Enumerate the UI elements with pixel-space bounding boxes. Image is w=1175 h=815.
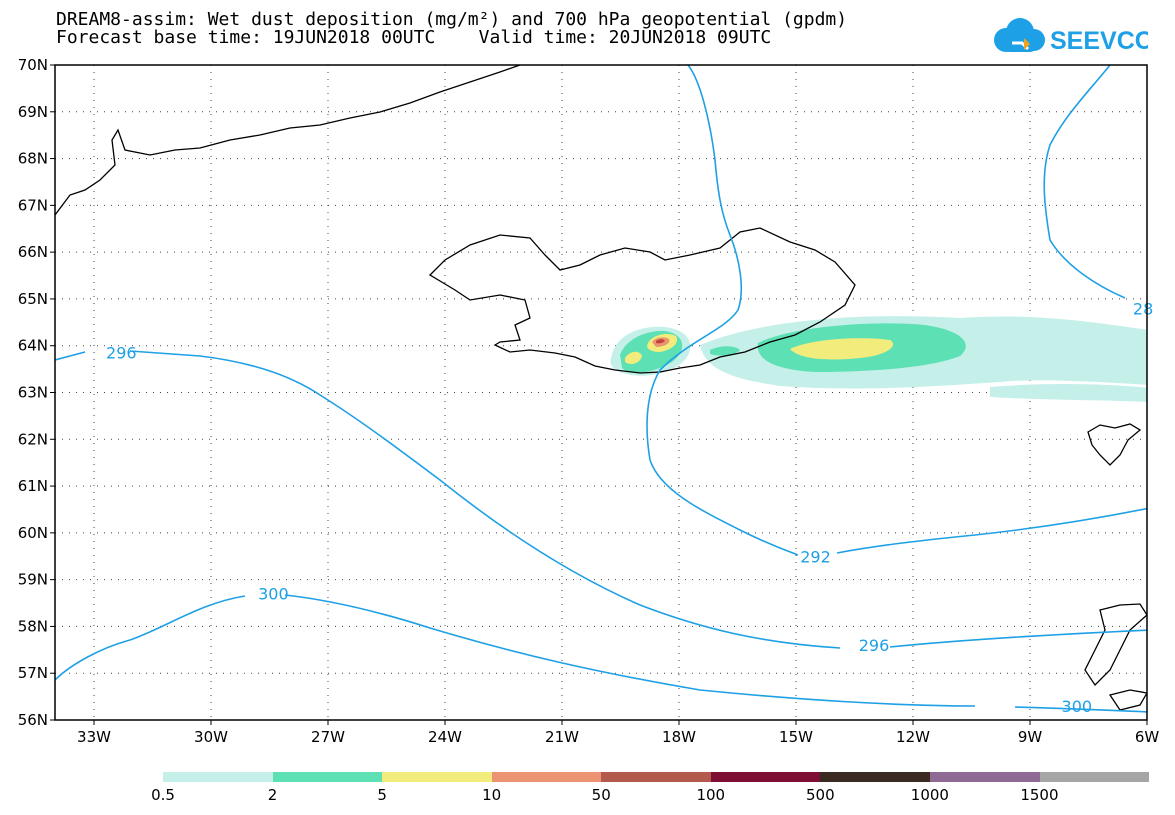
legend-label: 1500: [1020, 786, 1059, 804]
lon-tick-label: 9W: [1018, 728, 1043, 746]
legend-swatch: [1039, 772, 1150, 782]
color-legend: [163, 772, 1150, 782]
contour-label: 300: [258, 585, 289, 604]
legend-label: 100: [696, 786, 726, 804]
lat-tick-label: 70N: [18, 56, 48, 74]
legend-swatch: [382, 772, 492, 782]
legend-swatch: [710, 772, 821, 782]
coastlines: [55, 65, 1147, 711]
lon-tick-label: 12W: [896, 728, 930, 746]
lon-tick-label: 18W: [662, 728, 696, 746]
lat-tick-label: 60N: [18, 524, 48, 542]
legend-label: 50: [591, 786, 611, 804]
lat-tick-label: 62N: [18, 430, 48, 448]
lat-tick-label: 66N: [18, 243, 48, 261]
lat-tick-label: 65N: [18, 290, 48, 308]
legend-swatch: [820, 772, 930, 782]
legend-label: 10: [482, 786, 502, 804]
lat-tick-label: 56N: [18, 711, 48, 729]
legend-label: 0.5: [151, 786, 175, 804]
lat-tick-label: 57N: [18, 664, 48, 682]
lon-tick-label: 33W: [77, 728, 111, 746]
legend-label: 2: [267, 786, 278, 804]
lon-tick-label: 30W: [194, 728, 228, 746]
lat-tick-label: 68N: [18, 150, 48, 168]
dust-deposition-shading: [610, 316, 1147, 402]
lat-tick-label: 58N: [18, 617, 48, 635]
legend-swatch: [272, 772, 383, 782]
lon-tick-label: 27W: [311, 728, 345, 746]
lon-tick-label: 6W: [1135, 728, 1160, 746]
contour-label: 28: [1133, 299, 1153, 318]
map-subtitle: Forecast base time: 19JUN2018 00UTC Vali…: [56, 27, 772, 48]
legend-label: 5: [377, 786, 387, 804]
seevccc-logo: SEEVCCC: [994, 18, 1148, 55]
lat-tick-label: 64N: [18, 337, 48, 355]
legend-swatch: [929, 772, 1040, 782]
contour-label: 292: [800, 547, 831, 566]
logo-text: SEEVCCC: [1050, 27, 1148, 55]
geopotential-contours: [55, 65, 1147, 713]
cloud-icon: [994, 18, 1045, 52]
lat-tick-label: 67N: [18, 196, 48, 214]
lon-tick-label: 15W: [779, 728, 813, 746]
legend-label: 1000: [910, 786, 949, 804]
lon-tick-label: 21W: [545, 728, 579, 746]
graticule: [55, 65, 1147, 720]
legend-swatch: [163, 772, 273, 782]
lat-tick-label: 69N: [18, 103, 48, 121]
contour-label: 300: [1062, 697, 1093, 716]
contour-label: 296: [106, 344, 137, 363]
legend-label: 500: [806, 786, 835, 804]
lat-tick-label: 61N: [18, 477, 48, 495]
map-title: DREAM8-assim: Wet dust deposition (mg/m²…: [56, 9, 848, 30]
lon-tick-label: 24W: [428, 728, 462, 746]
legend-swatch: [491, 772, 602, 782]
contour-label: 296: [859, 636, 890, 655]
axis-labels: 70N 69N 68N 67N 66N 65N 64N 63N 62N 61N 60N 59N 58N 5…: [18, 56, 1160, 746]
contour-labels: 296 300 292 296 300 28: [106, 299, 1153, 716]
legend-swatch: [601, 772, 711, 782]
lat-tick-label: 59N: [18, 571, 48, 589]
lat-tick-label: 63N: [18, 384, 48, 402]
